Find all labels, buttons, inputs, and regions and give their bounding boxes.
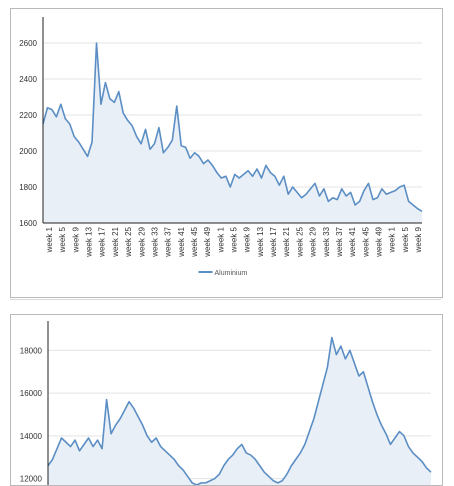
y-tick-label: 14000 bbox=[20, 432, 43, 441]
x-tick-label: week 45 bbox=[361, 226, 370, 257]
x-tick-label: week 17 bbox=[98, 226, 107, 257]
x-tick-label: week 1 bbox=[216, 226, 225, 253]
x-tick-label: week 1 bbox=[388, 226, 397, 253]
x-tick-label: week 17 bbox=[269, 226, 278, 257]
x-tick-label: week 37 bbox=[164, 226, 173, 257]
x-tick-label: week 9 bbox=[71, 226, 80, 253]
y-tick-label: 18000 bbox=[20, 346, 43, 355]
y-tick-label: 16000 bbox=[20, 389, 43, 398]
x-tick-label: week 13 bbox=[256, 226, 265, 257]
chart-svg: 1600 1800 2000 2200 2400 2600 week 1 week 5 week… bbox=[19, 17, 423, 277]
x-tick-label: week 29 bbox=[137, 226, 146, 257]
x-tick-label: week 25 bbox=[295, 226, 304, 257]
x-tick-label: week 29 bbox=[309, 226, 318, 257]
x-tick-label: week 41 bbox=[177, 226, 186, 257]
y-tick-label: 2200 bbox=[19, 111, 37, 120]
x-tick-label: week 49 bbox=[203, 226, 212, 257]
x-tick-label: week 13 bbox=[85, 226, 94, 257]
x-tick-label: week 9 bbox=[243, 226, 252, 253]
series-area bbox=[43, 43, 422, 223]
y-tick-label: 2400 bbox=[19, 75, 37, 84]
chart-svg: 12000 14000 16000 18000 bbox=[20, 321, 432, 485]
second-chart-panel: 12000 14000 16000 18000 bbox=[10, 314, 443, 486]
y-tick-label: 2600 bbox=[19, 39, 37, 48]
x-tick-label: week 25 bbox=[124, 226, 133, 257]
x-tick-label: week 45 bbox=[190, 226, 199, 257]
y-tick-label: 12000 bbox=[20, 475, 43, 484]
x-tick-label: week 37 bbox=[335, 226, 344, 257]
panel-divider-line bbox=[10, 299, 441, 300]
x-tick-label: week 41 bbox=[348, 226, 357, 257]
x-tick-label: week 49 bbox=[374, 226, 383, 257]
x-tick-label: week 1 bbox=[45, 226, 54, 253]
aluminium-chart-panel: 1600 1800 2000 2200 2400 2600 week 1 week 5 week… bbox=[10, 8, 443, 298]
x-tick-label: week 5 bbox=[58, 226, 67, 253]
x-tick-label: week 33 bbox=[322, 226, 331, 257]
x-tick-label: week 21 bbox=[111, 226, 120, 257]
series-line bbox=[42, 42, 423, 212]
series-area bbox=[48, 337, 431, 485]
legend-label: Aluminium bbox=[215, 270, 248, 277]
x-tick-label: week 5 bbox=[230, 226, 239, 253]
y-tick-label: 2000 bbox=[19, 147, 37, 156]
y-tick-label: 1800 bbox=[19, 183, 37, 192]
x-tick-label: week 21 bbox=[282, 226, 291, 257]
x-tick-label: week 9 bbox=[414, 226, 423, 253]
series-line bbox=[47, 336, 432, 485]
x-tick-label: week 33 bbox=[150, 226, 159, 257]
x-tick-label: week 5 bbox=[401, 226, 410, 253]
y-tick-label: 1600 bbox=[19, 219, 37, 228]
